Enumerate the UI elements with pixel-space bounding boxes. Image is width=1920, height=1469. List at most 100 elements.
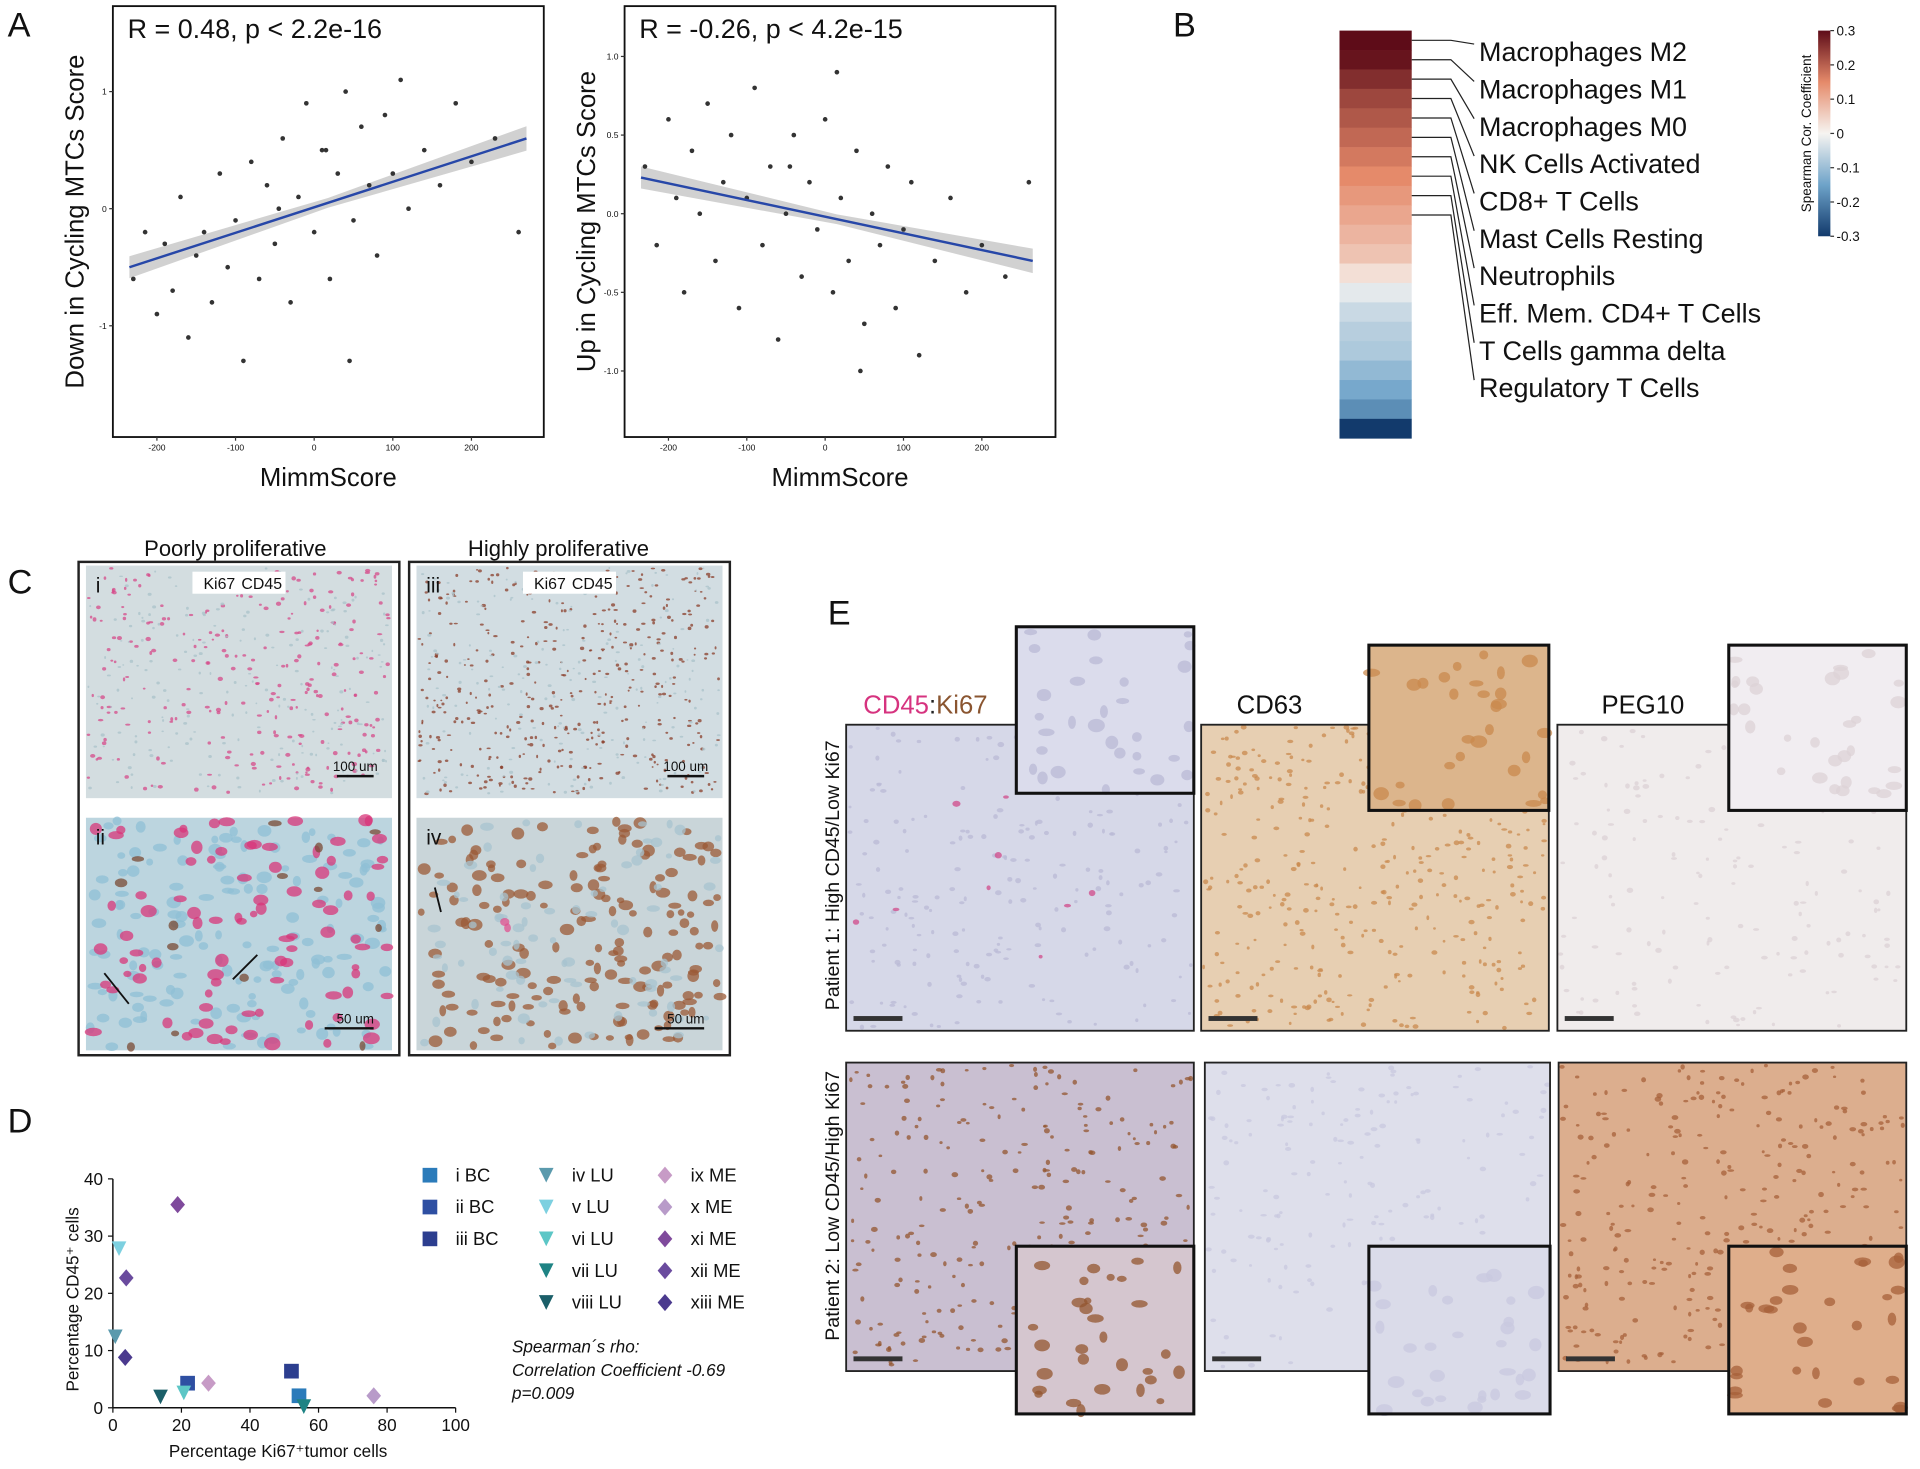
stain-dot	[290, 612, 294, 615]
stain-dot	[973, 963, 980, 969]
stain-dot	[1269, 1334, 1276, 1338]
stain-dot	[365, 701, 370, 703]
stain-dot	[1600, 1112, 1607, 1116]
stain-dot	[1413, 1091, 1419, 1096]
stain-dot	[1707, 936, 1713, 943]
stain-dot	[1731, 882, 1736, 885]
stain-dot	[1497, 822, 1502, 826]
stain-dot	[1793, 850, 1801, 855]
stain-dot	[600, 648, 606, 651]
legend-label: vii LU	[572, 1260, 618, 1281]
stain-dot	[1387, 1376, 1405, 1389]
stain-dot	[1001, 1338, 1008, 1344]
stain-dot	[424, 591, 428, 594]
stain-dot	[1159, 1176, 1166, 1181]
stain-dot	[1541, 839, 1548, 843]
stain-dot	[432, 1016, 441, 1028]
stain-dot	[1838, 952, 1844, 958]
stain-dot	[558, 1000, 568, 1012]
legend-label: vi LU	[572, 1228, 614, 1249]
heatmap-cell	[1339, 263, 1412, 284]
stain-dot	[701, 688, 705, 692]
stain-dot	[1442, 813, 1447, 817]
stain-dot	[587, 879, 600, 891]
stain-dot	[702, 747, 706, 751]
stain-dot	[1273, 1194, 1280, 1200]
stain-dot	[1783, 734, 1792, 742]
stain-dot	[1226, 762, 1232, 767]
stain-dot	[97, 988, 108, 996]
heatmap-cell	[1339, 166, 1412, 187]
stain-dot	[266, 945, 280, 953]
stain-dot	[1848, 839, 1854, 844]
stain-dot	[1077, 1353, 1090, 1365]
stain-dot	[601, 731, 605, 734]
stain-dot	[609, 700, 613, 702]
stain-dot	[1797, 1336, 1813, 1347]
stain-dot	[682, 991, 694, 1001]
panel-label: D	[8, 1102, 33, 1140]
colorbar-tick-label: 0.1	[1837, 92, 1856, 107]
stain-dot	[112, 816, 122, 826]
stain-dot	[446, 593, 450, 596]
stain-dot	[125, 723, 131, 726]
stain-dot	[255, 681, 260, 685]
stain-dot	[1234, 776, 1239, 781]
stain-dot	[694, 706, 697, 710]
row-label: Macrophages M0	[1479, 112, 1687, 142]
stain-dot	[374, 583, 378, 586]
column-title: Poorly proliferative	[144, 536, 326, 561]
stain-dot	[469, 664, 474, 667]
legend-swatch	[422, 1199, 438, 1215]
stain-dot	[243, 614, 247, 618]
stain-dot	[616, 576, 619, 578]
stain-dot	[1330, 1244, 1336, 1248]
stain-dot	[266, 709, 270, 713]
stain-dot	[301, 629, 304, 633]
stain-dot	[550, 707, 554, 710]
stain-dot	[590, 890, 598, 897]
stain-dot	[1609, 1225, 1614, 1231]
stain-dot	[566, 628, 569, 631]
stain-dot	[161, 617, 167, 621]
stain-dot	[917, 1116, 922, 1122]
stain-dot	[1730, 1372, 1743, 1380]
stain-dot	[1510, 891, 1516, 897]
stain-dot	[605, 672, 610, 676]
stain-dot	[1729, 1108, 1735, 1112]
tissue-image	[84, 814, 394, 1052]
stain-dot	[448, 790, 453, 793]
stain-dot	[127, 593, 131, 596]
stain-dot	[109, 567, 114, 570]
stain-dot	[918, 1224, 925, 1228]
point	[162, 241, 168, 247]
stain-dot	[1018, 829, 1025, 834]
point	[406, 206, 411, 212]
stain-dot	[1134, 1141, 1140, 1146]
stain-dot	[625, 572, 628, 575]
stain-dot	[1135, 1018, 1139, 1023]
stain-dot	[577, 672, 581, 675]
stain-dot	[936, 1024, 942, 1028]
stain-dot	[544, 625, 548, 630]
stain-dot	[1466, 1010, 1472, 1014]
stain-dot	[1736, 1023, 1741, 1027]
row-title: Patient 2: Low CD45/High Ki67	[822, 1071, 844, 1341]
stain-dot	[679, 735, 684, 738]
stain-dot	[418, 734, 422, 739]
stain-dot	[219, 1038, 231, 1045]
stain-dot	[207, 741, 212, 745]
stain-dot	[961, 928, 966, 932]
stain-dot	[111, 636, 117, 640]
stain-dot	[524, 737, 528, 741]
stain-dot	[673, 1014, 684, 1024]
stain-dot	[468, 781, 473, 785]
stain-dot	[443, 783, 447, 787]
stain-dot	[570, 694, 574, 698]
stain-dot	[1116, 1358, 1128, 1372]
stain-dot	[443, 781, 447, 784]
stain-dot	[1160, 1349, 1171, 1359]
stain-dot	[671, 726, 675, 729]
stain-dot	[436, 588, 440, 592]
stain-dot	[115, 781, 120, 784]
